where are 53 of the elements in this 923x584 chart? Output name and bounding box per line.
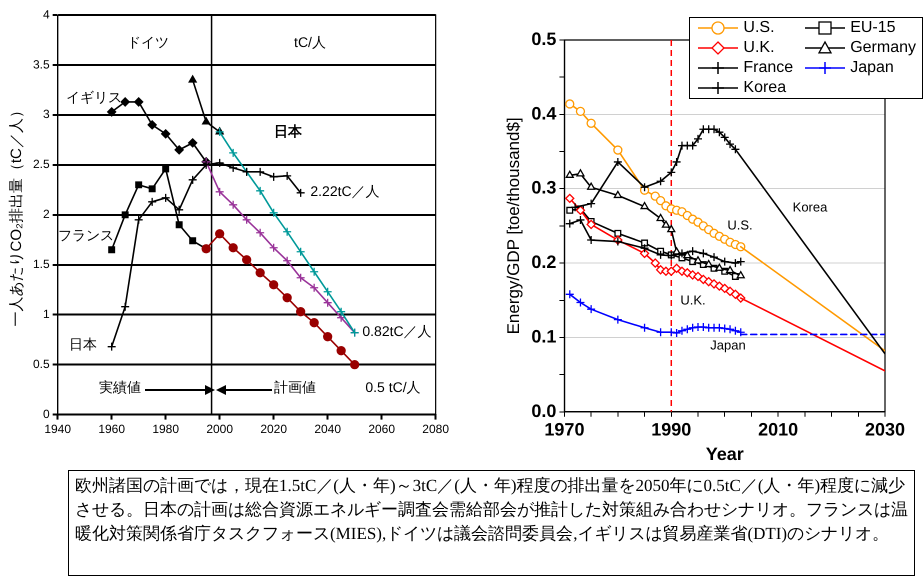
y-tick-label: 2 (42, 207, 50, 222)
y-tick-label: 3 (42, 107, 50, 122)
annotation: ドイツ (127, 34, 169, 52)
y-tick-label: 0.4 (531, 103, 556, 124)
y-tick-label: 4 (42, 7, 50, 22)
x-tick-label: 1940 (44, 422, 72, 436)
legend-label: France (743, 58, 794, 78)
y-tick-label: 2.5 (32, 157, 50, 172)
x-tick-label: 2030 (864, 420, 906, 440)
y-axis-title: 一人あたりCO₂排出量（tC／人） (8, 103, 26, 326)
x-tick-label: 2080 (422, 422, 450, 436)
x-tick-label: 2000 (206, 422, 234, 436)
legend-label: Korea (743, 78, 786, 98)
x-tick-label: 1990 (651, 420, 692, 440)
legend-label: Japan (850, 58, 894, 78)
annotation: Korea (792, 200, 828, 214)
annotation: 0.82tC／人 (362, 323, 432, 341)
annotation: イギリス (66, 89, 122, 107)
y-tick-label: 0.5 (32, 356, 50, 371)
x-tick-label: 1970 (544, 420, 584, 440)
annotation: 計画値 (274, 379, 316, 397)
x-tick-label: 1960 (98, 422, 126, 436)
annotation: 2.22tC／人 (310, 183, 380, 201)
legend-label: U.S. (743, 18, 775, 38)
text: 欧州諸国の計画では，現在1.5tC／(人・年)～3tC／(人・年)程度の排出量を2050年に0.5tC／(人・年)程度に減少させる。日本の計画は総合資源エネルギー調査会需給部会が推計した対策組み合わせシナリオ。フランスは温暖化対策関係省庁タスクフォース(MIES),ドイツは議会諮問委員会,イギリスは貿易産業省(DTI)のシナリオ。 (75, 475, 908, 545)
annotation: U.S. (727, 218, 753, 232)
y-tick-label: 1.5 (32, 257, 50, 272)
annotation: tC/人 (294, 34, 326, 52)
y-tick-label: 0.0 (531, 400, 556, 421)
y-tick-label: 0.2 (531, 252, 556, 272)
annotation: フランス (58, 227, 114, 245)
x-tick-label: 2020 (260, 422, 288, 436)
y-tick-label: 1 (42, 307, 50, 322)
y-tick-label: 3.5 (32, 57, 50, 72)
legend-label: Germany (850, 38, 916, 58)
y-tick-label: 0.3 (531, 178, 556, 198)
x-axis-title: Year (706, 444, 744, 464)
annotation: Japan (710, 338, 746, 352)
x-tick-label: 2060 (368, 422, 396, 436)
legend-label: U.K. (743, 38, 775, 58)
x-tick-label: 2040 (314, 422, 342, 436)
annotation: 日本 (69, 336, 97, 354)
y-tick-label: 0.5 (531, 28, 556, 49)
y-tick-label: 0 (42, 406, 50, 421)
y-axis-title: Energy/GDP [toe/thousand$] (504, 117, 523, 334)
annotation: U.K. (680, 292, 706, 308)
annotation: 実績値 (99, 379, 141, 397)
x-tick-label: 2010 (758, 420, 798, 440)
y-tick-label: 0.1 (531, 326, 556, 346)
legend-label: EU-15 (850, 18, 896, 38)
annotation: 0.5 tC/人 (365, 379, 421, 397)
x-tick-label: 1980 (152, 422, 180, 436)
annotation: 日本 (274, 123, 302, 141)
